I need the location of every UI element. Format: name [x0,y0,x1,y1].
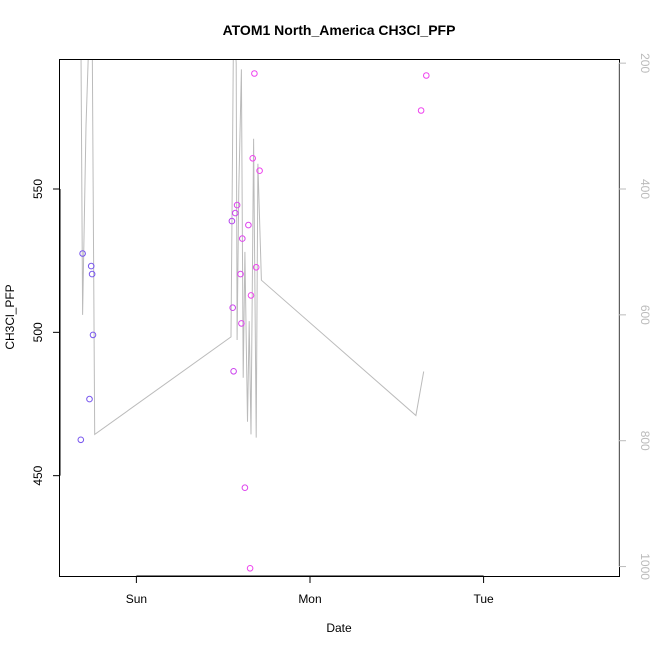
y-axis-right: 200 400 600 800 1000 [618,53,650,580]
data-point [237,270,244,278]
data-point [423,72,430,79]
x-tick-label: Sun [126,592,147,606]
data-point [86,395,93,403]
y-left-tick-label: 550 [31,179,45,199]
x-tick-label: Mon [298,592,321,606]
data-point [249,155,256,162]
data-point [77,436,85,444]
y-left-tick-label: 500 [31,322,45,342]
data-point [246,565,254,572]
data-point [239,235,246,242]
data-point [232,209,239,217]
data-point [238,320,245,327]
data-point [87,262,95,270]
series-line [80,60,425,438]
y-axis-label: CH3Cl_PFP [3,284,17,349]
y-axis-left: 450 500 550 [31,179,61,486]
data-point [229,304,236,312]
x-axis: Sun Mon Tue [126,575,494,606]
data-point [233,201,241,209]
x-tick-label: Tue [473,592,494,606]
data-point [89,331,97,339]
x-axis-label: Date [326,621,352,635]
y-right-tick-label: 200 [638,53,650,73]
data-point [251,70,258,77]
y-left-tick-label: 450 [31,465,45,485]
chart-title: ATOM1 North_America CH3Cl_PFP [223,22,456,38]
data-point [230,368,237,375]
y-right-tick-label: 1000 [638,553,650,580]
data-point [417,107,425,114]
data-point [245,221,252,229]
y-right-tick-label: 800 [638,431,650,451]
y-right-tick-label: 400 [638,179,650,199]
data-point [256,167,263,174]
point-layer [77,70,430,572]
line-layer [80,60,425,438]
y-right-tick-label: 600 [638,305,650,325]
data-point [241,484,249,492]
data-point [228,217,236,225]
data-point [247,292,255,299]
data-point [88,270,96,278]
data-point [252,264,260,271]
data-point [79,250,86,257]
